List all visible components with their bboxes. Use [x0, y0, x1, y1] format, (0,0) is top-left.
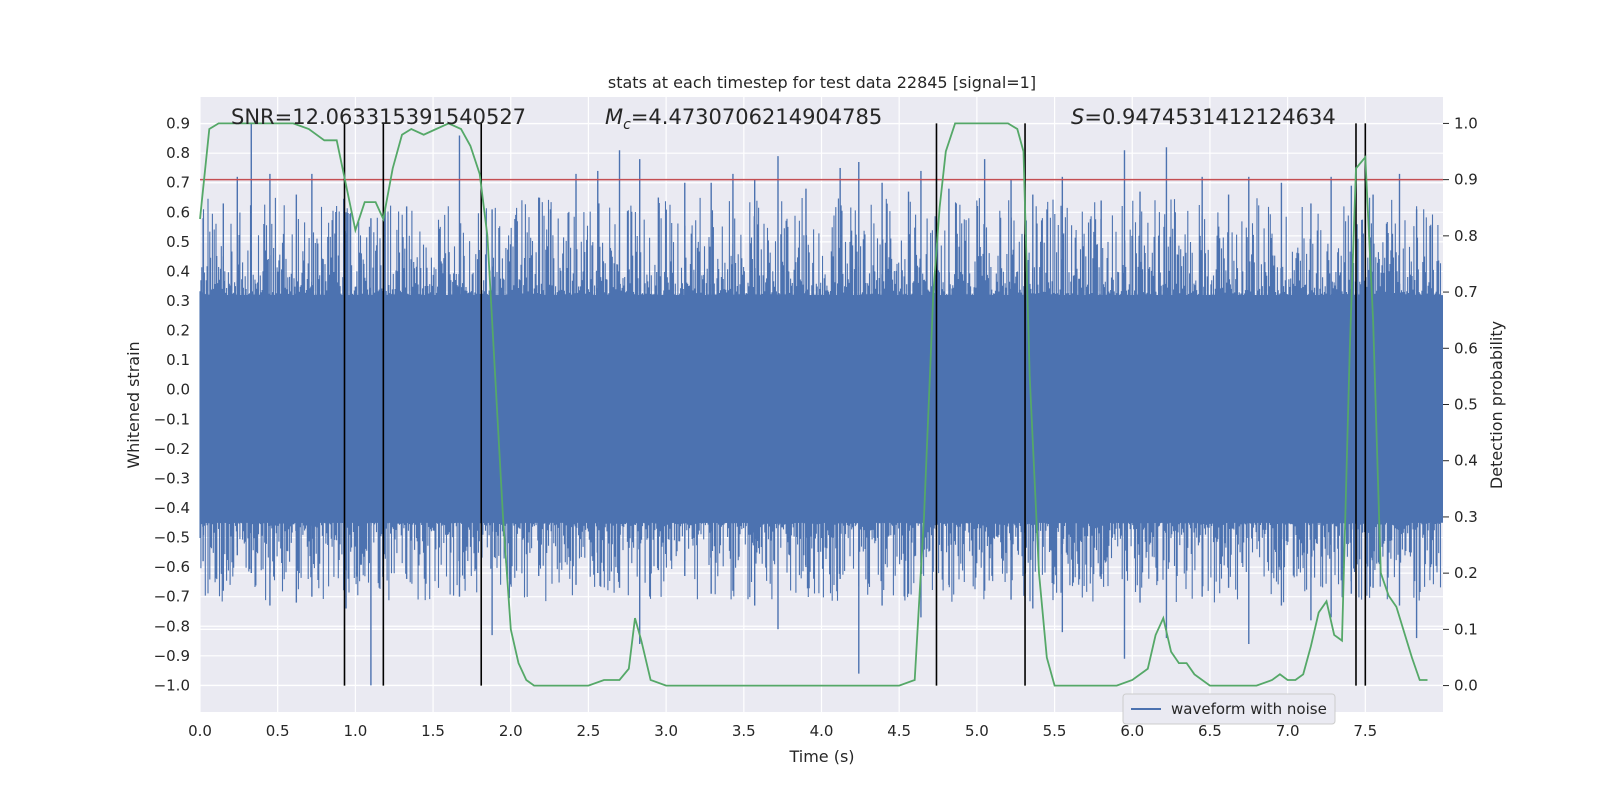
y2-tick-label: 0.9	[1454, 171, 1478, 189]
y-tick-label: −0.2	[154, 440, 190, 458]
axes: 0.0 0.5 1.0 1.5 2.0 2.5 3.0 3.5 4.0 4.5 5.0 5.5 6.0 6…	[154, 114, 1478, 740]
chart-overlay	[199, 122, 1443, 687]
y-tick-label: −0.9	[154, 647, 190, 665]
x-tick-label: 6.0	[1120, 722, 1144, 740]
waveform-series	[199, 123, 1443, 686]
s-value: =0.9474531412124634	[1084, 105, 1335, 129]
x-axis-label: Time (s)	[788, 747, 854, 766]
chirp-mass-value: =4.4730706214904785	[631, 105, 882, 129]
y2-axis-label: Detection probability	[1487, 321, 1506, 489]
y-tick-label: −0.7	[154, 588, 190, 606]
y2-tick-label: 1.0	[1454, 114, 1478, 132]
y2-tick-label: 0.5	[1454, 396, 1478, 414]
x-tick-label: 4.5	[887, 722, 911, 740]
legend: waveform with noise	[1122, 693, 1336, 725]
probability-line	[199, 122, 1428, 687]
y2-tick-label: 0.4	[1454, 452, 1478, 470]
y-tick-label: 0.4	[166, 262, 190, 280]
legend-box	[1122, 693, 1336, 725]
chart-title: stats at each timestep for test data 228…	[608, 73, 1036, 92]
y2-tick-label: 0.2	[1454, 564, 1478, 582]
chirp-mass-symbol: M	[605, 105, 623, 129]
y2-tick-label: 0.0	[1454, 677, 1478, 695]
s-symbol: S	[1071, 105, 1084, 129]
y-tick-label: −0.8	[154, 617, 190, 635]
x-tick-label: 5.5	[1043, 722, 1067, 740]
y-tick-label: 0.2	[166, 322, 190, 340]
x-tick-label: 5.0	[965, 722, 989, 740]
y-tick-label: 0.9	[166, 115, 190, 133]
y-tick-label: 0.3	[166, 292, 190, 310]
y-tick-label: 0.7	[166, 174, 190, 192]
x-tick-label: 1.0	[343, 722, 367, 740]
x-tick-label: 2.5	[577, 722, 601, 740]
y2-tick-label: 0.1	[1454, 620, 1478, 638]
x-tick-label: 1.5	[421, 722, 445, 740]
y-tick-label: 0.5	[166, 233, 190, 251]
x-tick-label: 6.5	[1198, 722, 1222, 740]
x-tick-label: 0.5	[266, 722, 290, 740]
x-tick-label: 0.0	[188, 722, 212, 740]
y-tick-label: −0.6	[154, 558, 190, 576]
x-tick-label: 3.5	[732, 722, 756, 740]
y-tick-label: 0.1	[166, 351, 190, 369]
legend-label: waveform with noise	[1171, 700, 1327, 718]
y-tick-label: −0.3	[154, 469, 190, 487]
y-tick-label: −0.5	[154, 529, 190, 547]
x-tick-label: 7.0	[1276, 722, 1300, 740]
x-tick-label: 4.0	[810, 722, 834, 740]
y-axis-label: Whitened strain	[124, 341, 143, 468]
x-tick-label: 3.0	[654, 722, 678, 740]
x-tick-label: 7.5	[1353, 722, 1377, 740]
x-tick-label: 2.0	[499, 722, 523, 740]
chirp-mass-subscript: c	[623, 117, 631, 133]
snr-annotation: SNR=12.063315391540527	[231, 105, 526, 129]
y2-tick-label: 0.3	[1454, 508, 1478, 526]
y-tick-label: 0.6	[166, 203, 190, 221]
y2-tick-label: 0.8	[1454, 227, 1478, 245]
chirp-mass-annotation: Mc=4.4730706214904785	[605, 105, 882, 133]
y2-tick-label: 0.6	[1454, 339, 1478, 357]
s-annotation: S=0.9474531412124634	[1071, 105, 1336, 129]
waveform-line	[199, 197, 1442, 603]
y-tick-label: −0.1	[154, 410, 190, 428]
y2-tick-label: 0.7	[1454, 283, 1478, 301]
y-tick-label: 0.8	[166, 144, 190, 162]
y-tick-label: −0.4	[154, 499, 190, 517]
y-tick-label: −1.0	[154, 676, 190, 694]
y-tick-label: 0.0	[166, 381, 190, 399]
